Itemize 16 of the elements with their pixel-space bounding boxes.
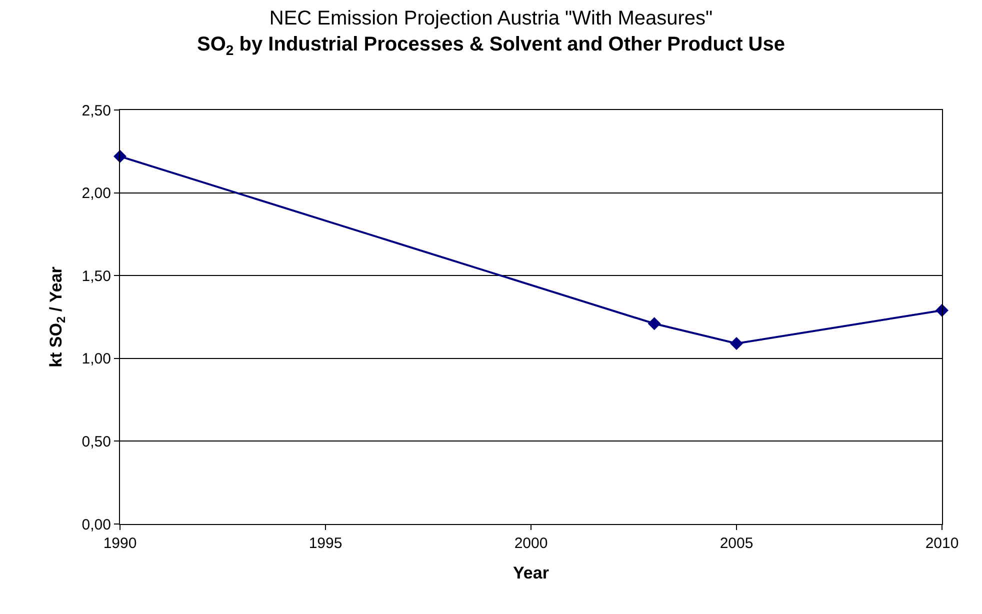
y-tick-label: 2,50 xyxy=(82,102,111,120)
x-tick-label: 2000 xyxy=(514,535,548,552)
point xyxy=(648,317,661,330)
x-tick-label: 1990 xyxy=(103,535,137,552)
x-axis-title: Year xyxy=(513,563,550,582)
point xyxy=(730,337,743,350)
chart-title: NEC Emission Projection Austria "With Measures" xyxy=(269,8,713,30)
y-tick-label: 1,00 xyxy=(82,350,111,368)
y-tick-label: 2,00 xyxy=(82,185,111,202)
x-tick-label: 2010 xyxy=(925,535,959,552)
y-tick-label: 0,50 xyxy=(82,433,111,450)
chart-subtitle: SO$_{2}$ by Industrial Processes & Solvent and Other Product Use xyxy=(197,34,785,58)
x-tick-label: 1995 xyxy=(308,535,342,552)
y-tick-label: 0,00 xyxy=(82,516,111,534)
x-tick-label: 2005 xyxy=(720,535,754,552)
y-tick-label: 1,50 xyxy=(82,268,111,285)
